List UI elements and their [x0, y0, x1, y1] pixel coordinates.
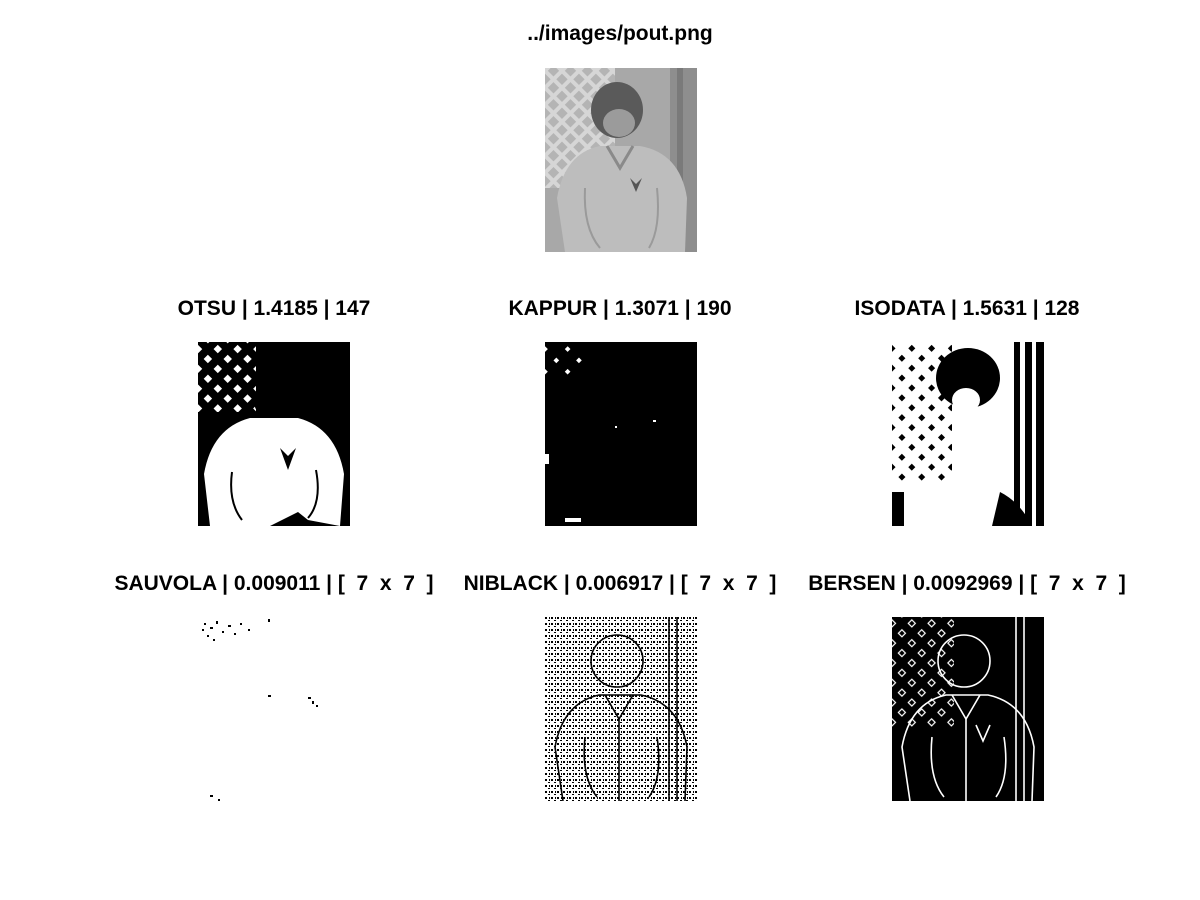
isodata-title: ISODATA | 1.5631 | 128 — [854, 297, 1080, 320]
sauvola-result-image — [198, 617, 350, 801]
otsu-result-image — [198, 342, 350, 526]
otsu-title: OTSU | 1.4185 | 147 — [177, 297, 371, 320]
sauvola-title: SAUVOLA | 0.009011 | [ 7 x 7 ] — [114, 572, 434, 595]
bersen-title: BERSEN | 0.0092969 | [ 7 x 7 ] — [808, 572, 1126, 595]
kappur-title: KAPPUR | 1.3071 | 190 — [508, 297, 732, 320]
niblack-result-image — [545, 617, 697, 801]
source-image — [545, 68, 697, 252]
kappur-result-image — [545, 342, 697, 526]
isodata-result-image — [892, 342, 1044, 526]
source-image-title: ../images/pout.png — [527, 22, 713, 45]
niblack-title: NIBLACK | 0.006917 | [ 7 x 7 ] — [463, 572, 777, 595]
bersen-result-image — [892, 617, 1044, 801]
